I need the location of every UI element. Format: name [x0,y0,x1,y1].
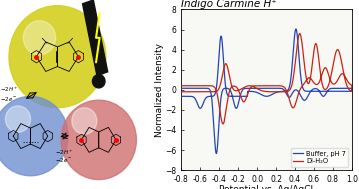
Buffer, pH 7 [179,95,183,98]
DI-H₂O [240,87,244,90]
Text: $-2e^-$: $-2e^-$ [0,95,17,103]
Text: $-2H^+$: $-2H^+$ [0,85,18,94]
Buffer, pH 7 [346,87,350,89]
Buffer, pH 7 [179,87,183,89]
Buffer, pH 7 [186,95,190,98]
Circle shape [0,96,68,176]
Text: Indigo Carmine H⁺: Indigo Carmine H⁺ [181,0,277,9]
Circle shape [93,75,105,88]
Legend: Buffer, pH 7, DI-H₂O: Buffer, pH 7, DI-H₂O [291,148,349,167]
Buffer, pH 7 [201,87,205,89]
Buffer, pH 7 [214,152,218,155]
Y-axis label: Normalized Intensity: Normalized Intensity [155,43,164,137]
DI-H₂O [285,91,289,93]
X-axis label: Potential vs. Ag/AgCl: Potential vs. Ag/AgCl [219,185,314,189]
DI-H₂O [186,91,190,93]
DI-H₂O [179,85,183,87]
DI-H₂O [334,51,338,54]
Text: $-2e^-$: $-2e^-$ [55,156,73,164]
Circle shape [72,108,97,134]
DI-H₂O [221,123,225,125]
Buffer, pH 7 [294,28,298,30]
Circle shape [23,21,56,55]
Text: $-2H^+$: $-2H^+$ [55,148,73,157]
Line: DI-H₂O: DI-H₂O [181,34,352,124]
Polygon shape [83,0,108,76]
DI-H₂O [346,80,350,83]
Buffer, pH 7 [334,90,338,92]
Circle shape [9,6,106,108]
DI-H₂O [179,91,183,93]
Circle shape [5,106,31,132]
Buffer, pH 7 [240,95,244,98]
Line: Buffer, pH 7: Buffer, pH 7 [181,29,352,153]
DI-H₂O [201,85,205,87]
Circle shape [61,100,136,180]
Buffer, pH 7 [285,94,289,96]
DI-H₂O [298,33,302,35]
